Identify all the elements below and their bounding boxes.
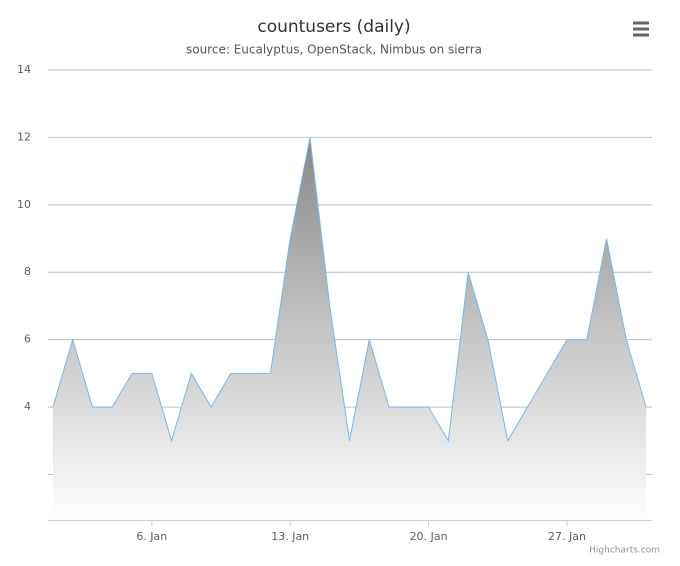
x-tick-label: 13. Jan xyxy=(271,530,309,543)
area-fill xyxy=(52,137,647,521)
x-tick-label: 27. Jan xyxy=(548,530,586,543)
y-tick-label: 14 xyxy=(17,63,31,76)
x-tick-label: 6. Jan xyxy=(136,530,167,543)
chart-title: countusers (daily) xyxy=(257,17,410,37)
y-tick-label: 4 xyxy=(24,400,31,413)
menu-icon[interactable] xyxy=(633,21,649,37)
y-tick-label: 10 xyxy=(17,198,31,211)
x-tick-label: 20. Jan xyxy=(410,530,448,543)
y-tick-label: 8 xyxy=(24,265,31,278)
area-line xyxy=(52,137,647,443)
menu-button[interactable] xyxy=(627,17,655,41)
y-tick-label: 12 xyxy=(17,130,31,143)
y-tick-label: 6 xyxy=(24,333,31,346)
credits[interactable]: Highcharts.com xyxy=(589,546,660,556)
chart-subtitle: source: Eucalyptus, OpenStack, Nimbus on… xyxy=(186,43,482,57)
